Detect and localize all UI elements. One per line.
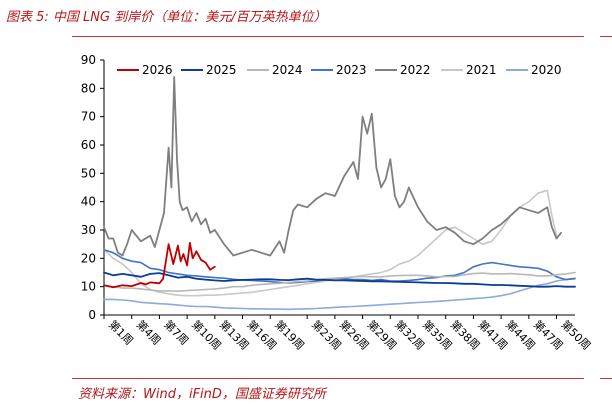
y-tick-label: 40 bbox=[81, 195, 96, 209]
y-tick-label: 20 bbox=[81, 251, 96, 265]
y-tick-label: 80 bbox=[81, 81, 96, 95]
top-rule bbox=[72, 36, 584, 37]
bottom-rule bbox=[72, 378, 584, 379]
x-tick-label: 第26周 bbox=[337, 317, 372, 352]
series-line-2020 bbox=[103, 277, 576, 311]
x-tick-label: 第4周 bbox=[134, 317, 164, 347]
y-tick-label: 50 bbox=[81, 166, 96, 180]
top-rule-right bbox=[600, 36, 612, 37]
x-tick-label: 第16周 bbox=[244, 317, 279, 352]
x-tick-label: 第50周 bbox=[558, 317, 593, 352]
legend-label-2023: 2023 bbox=[336, 63, 367, 77]
series-line-2022 bbox=[103, 76, 562, 257]
x-tick-label: 第19周 bbox=[272, 317, 307, 352]
y-tick-label: 60 bbox=[81, 138, 96, 152]
x-tick-label: 第13周 bbox=[217, 317, 252, 352]
x-tick-label: 第23周 bbox=[309, 317, 344, 352]
x-tick-label: 第38周 bbox=[448, 317, 483, 352]
series-layer bbox=[103, 76, 576, 311]
legend-label-2026: 2026 bbox=[142, 63, 173, 77]
legend-label-2025: 2025 bbox=[206, 63, 237, 77]
y-tick-label: 0 bbox=[88, 308, 96, 322]
series-line-2024 bbox=[103, 271, 576, 293]
y-tick-label: 70 bbox=[81, 110, 96, 124]
x-tick-label: 第41周 bbox=[475, 317, 510, 352]
y-tick-label: 90 bbox=[81, 53, 96, 67]
y-tick-label: 10 bbox=[81, 280, 96, 294]
source-note: 资料来源：Wind，iFinD，国盛证券研究所 bbox=[78, 387, 326, 402]
legend-label-2021: 2021 bbox=[466, 63, 497, 77]
x-tick-label: 第35周 bbox=[420, 317, 455, 352]
y-tick-label: 30 bbox=[81, 223, 96, 237]
x-tick-label: 第29周 bbox=[364, 317, 399, 352]
x-tick-label: 第32周 bbox=[392, 317, 427, 352]
bottom-rule-right bbox=[600, 378, 612, 379]
x-tick-label: 第44周 bbox=[503, 317, 538, 352]
x-tick-label: 第47周 bbox=[531, 317, 566, 352]
x-tick-label: 第10周 bbox=[189, 317, 224, 352]
legend-label-2024: 2024 bbox=[272, 63, 303, 77]
x-tick-label: 第1周 bbox=[106, 317, 136, 347]
x-tick-label: 第7周 bbox=[161, 317, 191, 347]
series-line-2026 bbox=[103, 241, 216, 289]
chart-legend: 2026 2025 2024 2023 2022 2021 2020 bbox=[117, 63, 562, 77]
series-line-2025 bbox=[103, 271, 576, 288]
legend-label-2022: 2022 bbox=[400, 63, 431, 77]
figure-title: 图表 5: 中国 LNG 到岸价（单位：美元/百万英热单位） bbox=[6, 10, 327, 25]
legend-label-2020: 2020 bbox=[531, 63, 562, 77]
